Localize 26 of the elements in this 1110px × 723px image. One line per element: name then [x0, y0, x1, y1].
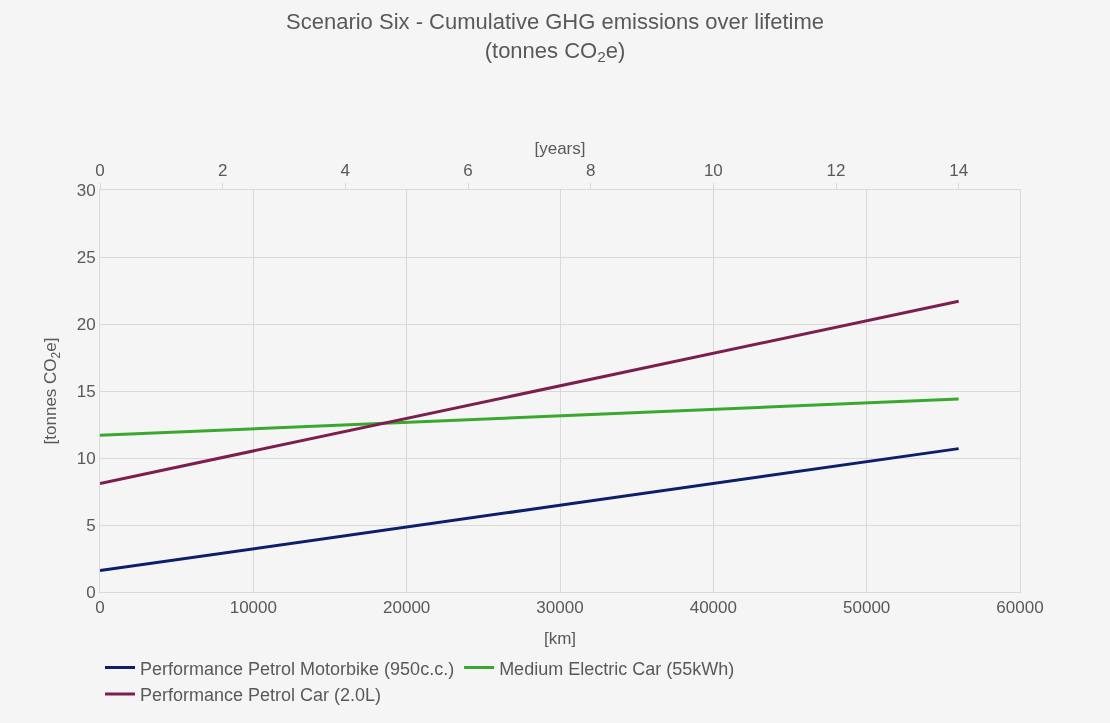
x-tick-label: 60000	[996, 598, 1044, 618]
x2-tick-label: 12	[826, 161, 846, 181]
x-tick-label: 10000	[229, 598, 277, 618]
x2-tick-label: 14	[949, 161, 969, 181]
x-axis-title: [km]	[543, 628, 577, 648]
legend-label: Performance Petrol Motorbike (950c.c.)	[140, 658, 455, 679]
y-tick-label: 30	[76, 180, 96, 200]
x-tick-label: 20000	[383, 598, 431, 618]
x2-tick-label: 2	[217, 161, 228, 181]
y-tick-label: 10	[76, 448, 96, 468]
x-tick-label: 30000	[536, 598, 584, 618]
x2-tick-label: 8	[585, 161, 596, 181]
x2-tick-label: 10	[703, 161, 723, 181]
x2-tick-label: 6	[463, 161, 473, 181]
y-tick-label: 15	[76, 381, 96, 401]
x2-axis-title: [years]	[534, 138, 586, 158]
y-tick-label: 0	[86, 582, 96, 602]
y-tick-label: 25	[76, 247, 96, 267]
chart-title: Scenario Six - Cumulative GHG emissions over lifetime (tonnes CO$_{2}$e)	[286, 8, 824, 66]
x-tick-label: 50000	[843, 598, 891, 618]
x-tick-label: 40000	[689, 598, 737, 618]
x2-tick-label: 4	[340, 161, 351, 181]
legend-label: Performance Petrol Car (2.0L)	[140, 685, 382, 706]
legend-label: Medium Electric Car (55kWh)	[499, 658, 735, 679]
y-tick-label: 5	[86, 515, 96, 535]
y-tick-label: 20	[76, 314, 96, 334]
